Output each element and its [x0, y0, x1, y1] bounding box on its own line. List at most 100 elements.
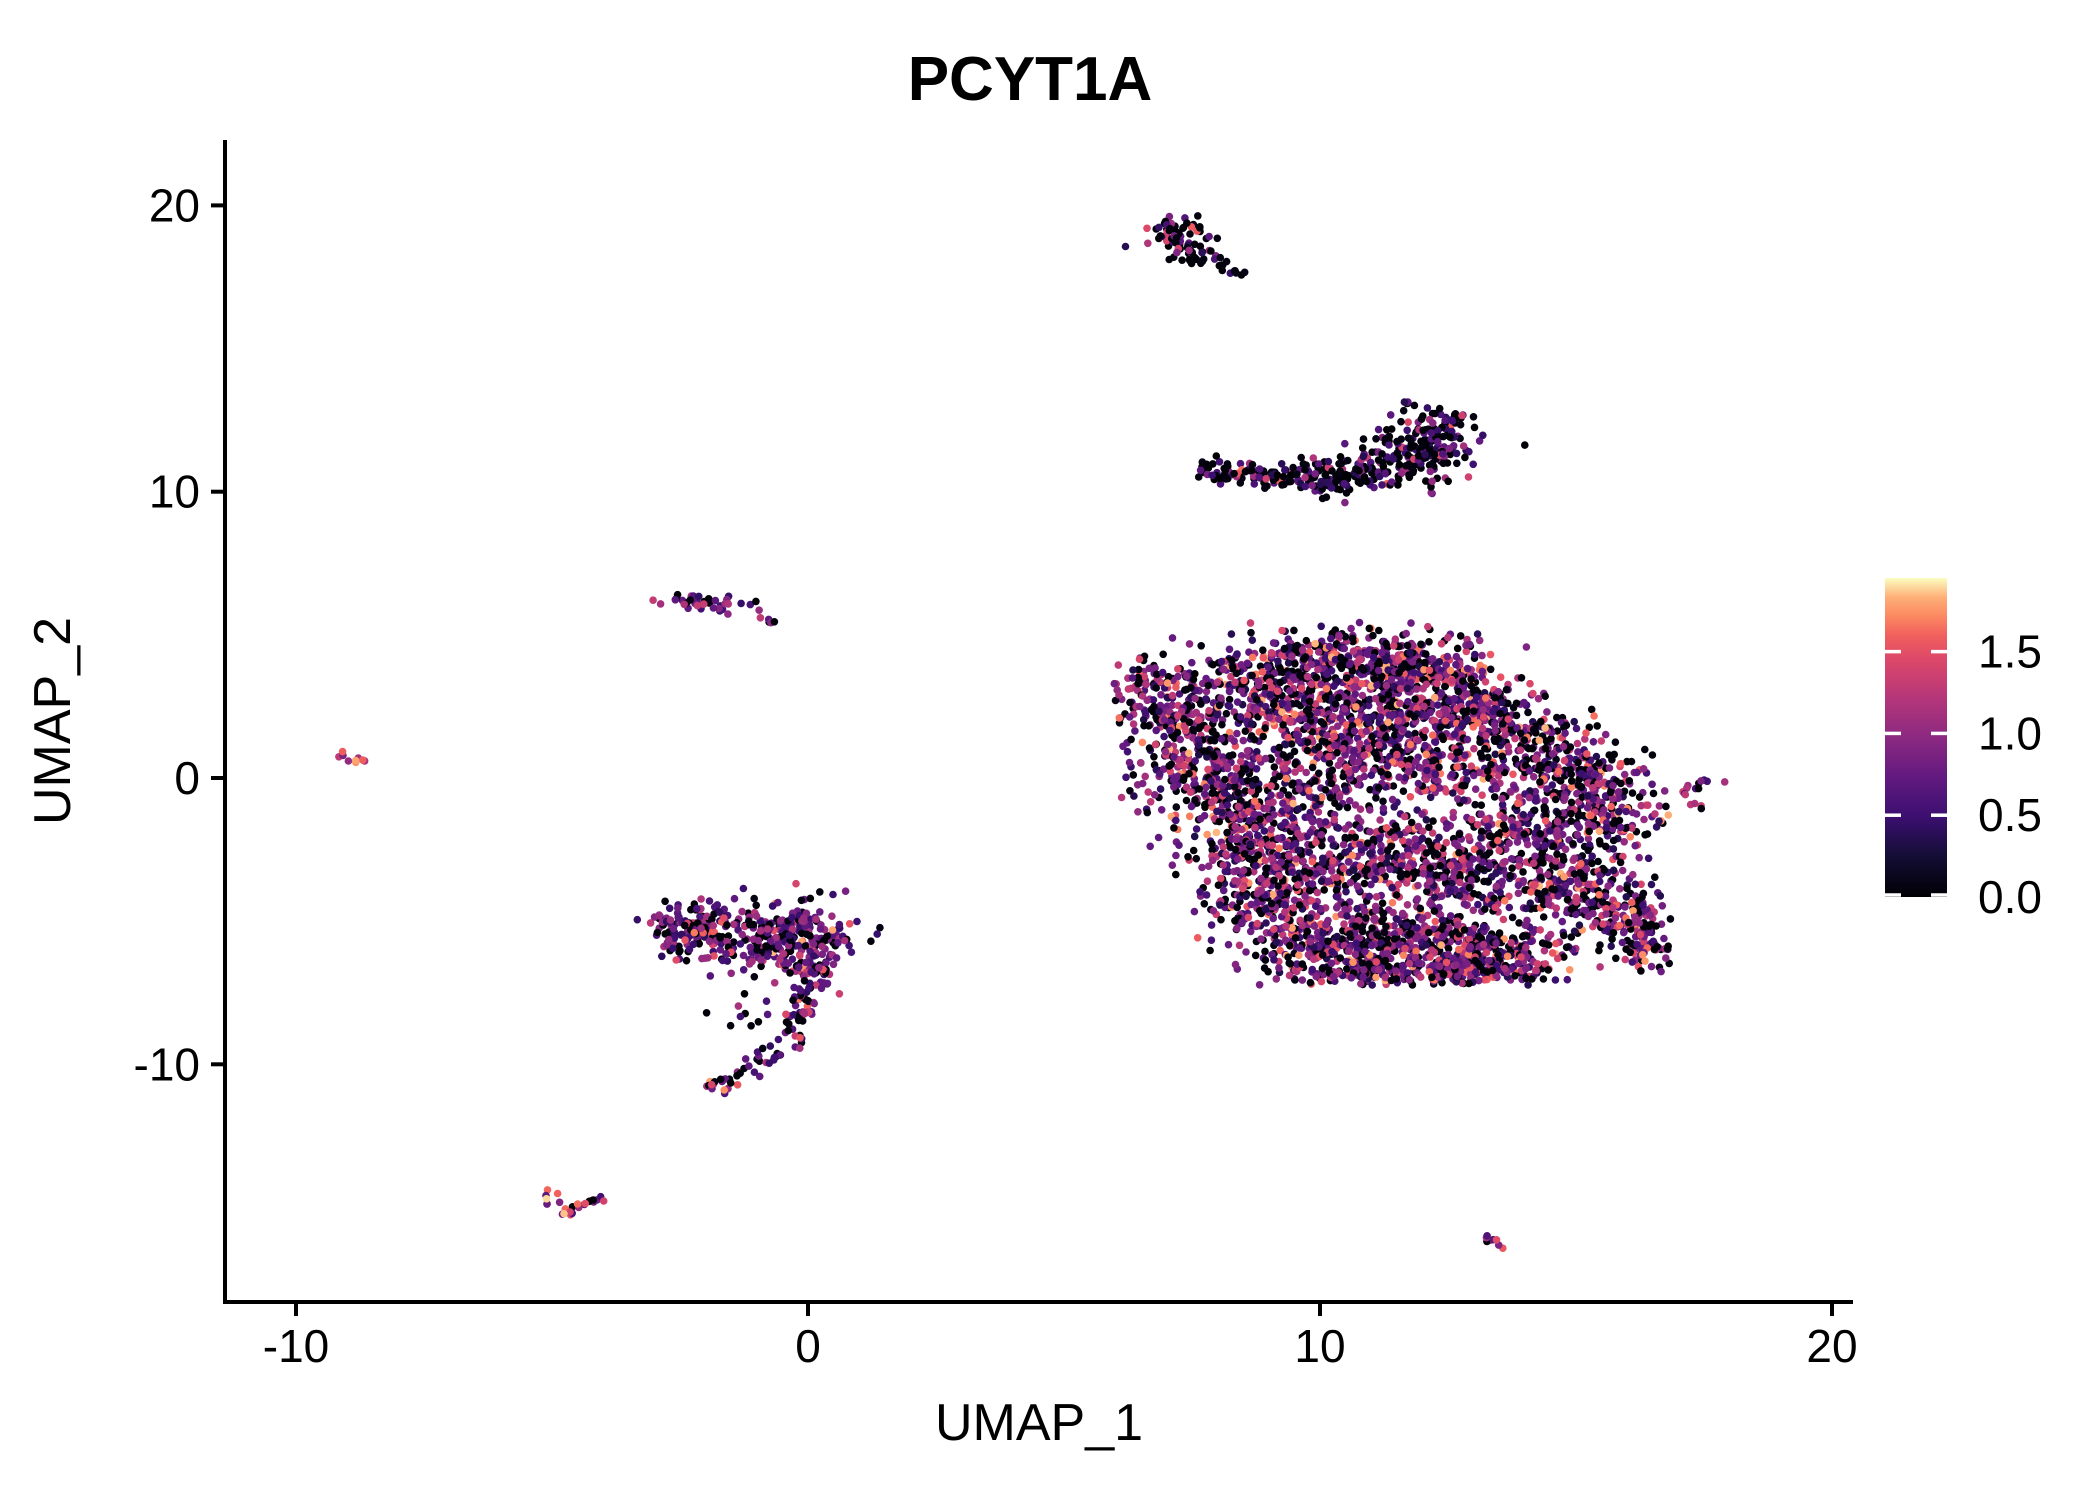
- data-point: [1607, 942, 1615, 950]
- data-point: [1456, 632, 1465, 640]
- data-point: [1327, 779, 1336, 788]
- data-point: [1356, 840, 1364, 849]
- data-point: [1660, 934, 1668, 943]
- data-point: [1404, 767, 1413, 776]
- data-point: [1291, 759, 1300, 767]
- data-point: [1209, 660, 1217, 669]
- data-point: [1424, 622, 1432, 631]
- data-point: [1622, 807, 1630, 816]
- data-point: [1616, 759, 1625, 768]
- data-point: [1213, 234, 1222, 243]
- data-point: [1173, 248, 1181, 257]
- data-point: [1190, 780, 1198, 789]
- data-point: [1299, 460, 1308, 468]
- data-point: [1208, 856, 1217, 865]
- data-point: [1491, 750, 1500, 759]
- data-point: [1341, 905, 1349, 914]
- data-point: [1534, 694, 1543, 703]
- data-point: [1393, 750, 1401, 759]
- data-point: [1570, 717, 1578, 726]
- data-point: [1225, 687, 1234, 696]
- data-point: [1492, 784, 1501, 793]
- data-point: [1647, 880, 1656, 889]
- data-point: [1479, 858, 1487, 866]
- data-point: [1442, 788, 1450, 796]
- data-point: [1454, 687, 1463, 696]
- data-point: [1240, 268, 1249, 277]
- data-point: [1172, 683, 1180, 691]
- data-point: [1452, 660, 1460, 669]
- data-point: [1212, 731, 1220, 739]
- data-point: [1205, 232, 1213, 241]
- data-point: [1231, 678, 1239, 687]
- data-point: [1504, 715, 1512, 723]
- data-point: [1352, 939, 1360, 948]
- data-point: [1561, 881, 1570, 890]
- data-point: [1573, 739, 1582, 748]
- data-point: [1652, 922, 1660, 930]
- data-point: [1500, 814, 1508, 822]
- data-point: [1449, 813, 1457, 822]
- data-point: [1236, 479, 1245, 487]
- data-point: [1382, 824, 1391, 832]
- data-point: [1384, 690, 1393, 699]
- data-point: [1434, 842, 1442, 851]
- data-point: [1453, 644, 1462, 653]
- data-point: [1146, 798, 1155, 806]
- data-point: [1295, 785, 1304, 793]
- data-point: [1463, 664, 1472, 673]
- data-point: [1611, 738, 1620, 746]
- data-point: [1572, 893, 1580, 902]
- data-point: [1506, 787, 1515, 796]
- data-point: [1453, 763, 1461, 771]
- data-point: [1225, 752, 1234, 760]
- data-point: [1136, 702, 1144, 711]
- data-point: [1496, 709, 1504, 718]
- data-point: [1208, 789, 1216, 797]
- data-point: [1458, 411, 1466, 420]
- data-point: [1289, 673, 1297, 681]
- data-point: [1476, 738, 1484, 746]
- data-point: [1344, 471, 1352, 480]
- data-point: [1150, 791, 1159, 799]
- data-point: [1417, 640, 1425, 649]
- data-point: [1414, 779, 1423, 788]
- data-point: [1301, 473, 1309, 482]
- data-point: [1407, 619, 1415, 627]
- data-point: [1115, 691, 1123, 699]
- data-point: [1341, 825, 1350, 833]
- data-point: [1331, 655, 1340, 664]
- data-point: [1288, 814, 1297, 822]
- data-point: [1562, 721, 1571, 730]
- data-point: [1418, 834, 1427, 843]
- data-point: [1155, 707, 1163, 716]
- data-point: [1275, 772, 1284, 781]
- data-point: [1191, 694, 1199, 703]
- data-point: [1250, 480, 1259, 488]
- data-point: [1467, 675, 1475, 683]
- data-point: [1159, 650, 1167, 659]
- data-point: [1230, 469, 1238, 478]
- data-point: [1477, 827, 1486, 836]
- data-point: [1236, 797, 1245, 805]
- data-point: [1394, 656, 1403, 664]
- data-point: [1383, 846, 1392, 855]
- data-point: [1330, 732, 1338, 741]
- data-point: [1327, 484, 1336, 492]
- data-point: [1363, 865, 1371, 874]
- data-point: [1609, 819, 1617, 828]
- data-point: [1662, 802, 1670, 811]
- data-point: [1318, 494, 1327, 503]
- data-point: [1459, 442, 1468, 450]
- data-point: [1236, 459, 1245, 468]
- data-point: [1279, 472, 1288, 481]
- data-point: [1498, 877, 1506, 886]
- data-point: [1294, 829, 1302, 838]
- data-point: [1437, 640, 1446, 648]
- data-point: [1392, 891, 1401, 899]
- data-point: [1469, 413, 1478, 421]
- data-point: [1222, 709, 1231, 718]
- data-point: [1400, 398, 1409, 406]
- data-point: [1394, 717, 1403, 725]
- data-point: [1522, 643, 1531, 651]
